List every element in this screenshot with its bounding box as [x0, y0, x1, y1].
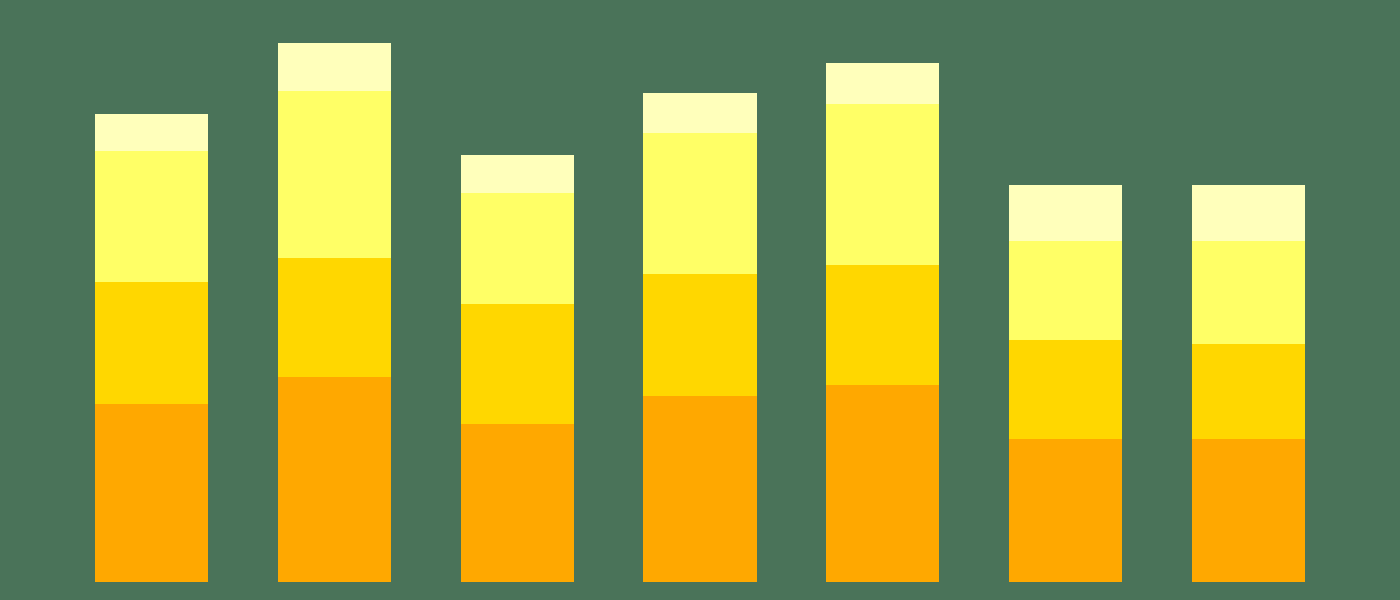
Bar: [277, 43, 391, 91]
Bar: [644, 94, 756, 133]
Bar: [95, 283, 209, 404]
Bar: [826, 385, 939, 582]
Bar: [461, 304, 574, 424]
Bar: [1009, 340, 1123, 439]
Bar: [1009, 185, 1123, 241]
Bar: [644, 397, 756, 582]
Bar: [461, 424, 574, 582]
Bar: [826, 104, 939, 265]
Bar: [461, 193, 574, 304]
Bar: [644, 274, 756, 397]
Bar: [1191, 185, 1305, 241]
Bar: [644, 133, 756, 274]
Bar: [826, 63, 939, 104]
Bar: [277, 259, 391, 377]
Bar: [461, 154, 574, 193]
Bar: [95, 151, 209, 283]
Bar: [1009, 439, 1123, 582]
Bar: [1009, 241, 1123, 340]
Bar: [1191, 344, 1305, 439]
Bar: [95, 404, 209, 582]
Bar: [277, 377, 391, 582]
Bar: [1191, 241, 1305, 344]
Bar: [826, 265, 939, 385]
Bar: [1191, 439, 1305, 582]
Bar: [277, 91, 391, 259]
Bar: [95, 114, 209, 151]
